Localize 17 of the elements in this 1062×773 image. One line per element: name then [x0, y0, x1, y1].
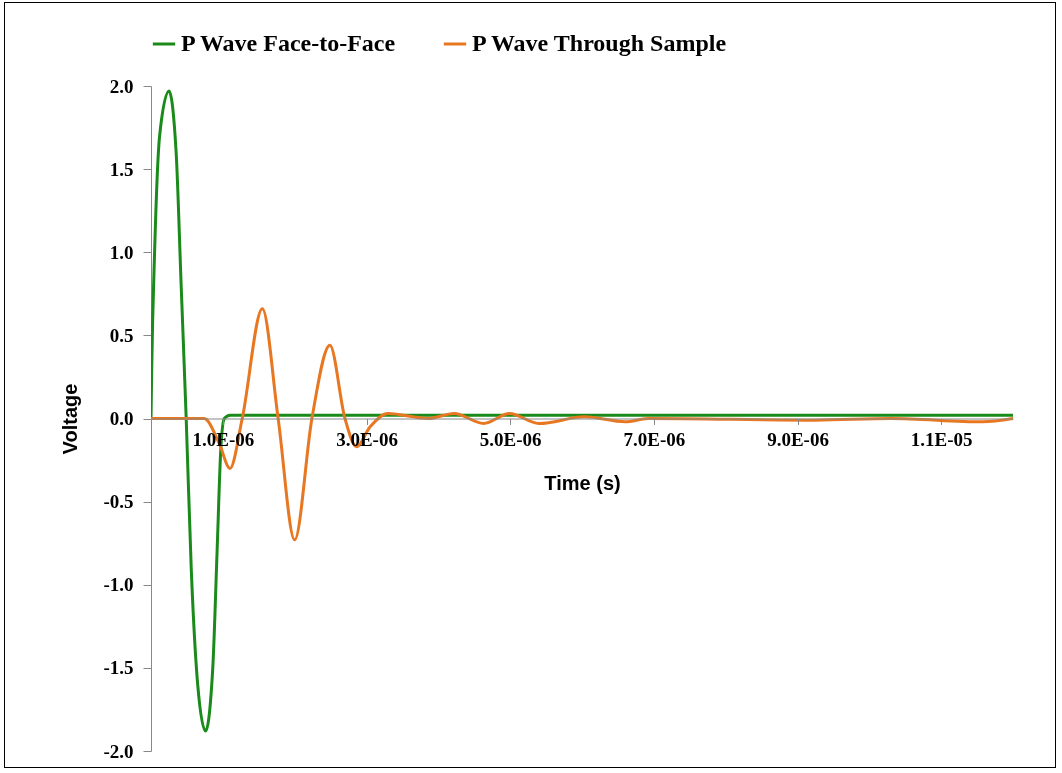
y-tick-label: 1.5 [109, 158, 134, 180]
y-tick-label: 1.0 [109, 241, 134, 263]
y-tick-label: 0.5 [109, 324, 134, 346]
y-tick-label: -2.0 [103, 740, 134, 762]
y-tick-label: -1.5 [103, 657, 134, 679]
x-tick-label: 7.0E-06 [623, 429, 686, 450]
y-tick-label: -0.5 [103, 491, 134, 513]
y-tick-label: 2.0 [109, 75, 134, 97]
y-axis-title: Voltage [59, 383, 82, 455]
y-tick-label: -1.0 [103, 574, 134, 596]
y-tick-label: 0.0 [109, 408, 134, 429]
legend-label: P Wave Through Sample [472, 30, 727, 56]
x-tick-label: 1.1E-05 [910, 429, 973, 450]
x-tick-label: 5.0E-06 [479, 429, 542, 450]
x-tick-label: 9.0E-06 [767, 429, 829, 450]
x-axis-title: Time (s) [544, 472, 621, 494]
legend-label: P Wave Face-to-Face [181, 30, 396, 56]
